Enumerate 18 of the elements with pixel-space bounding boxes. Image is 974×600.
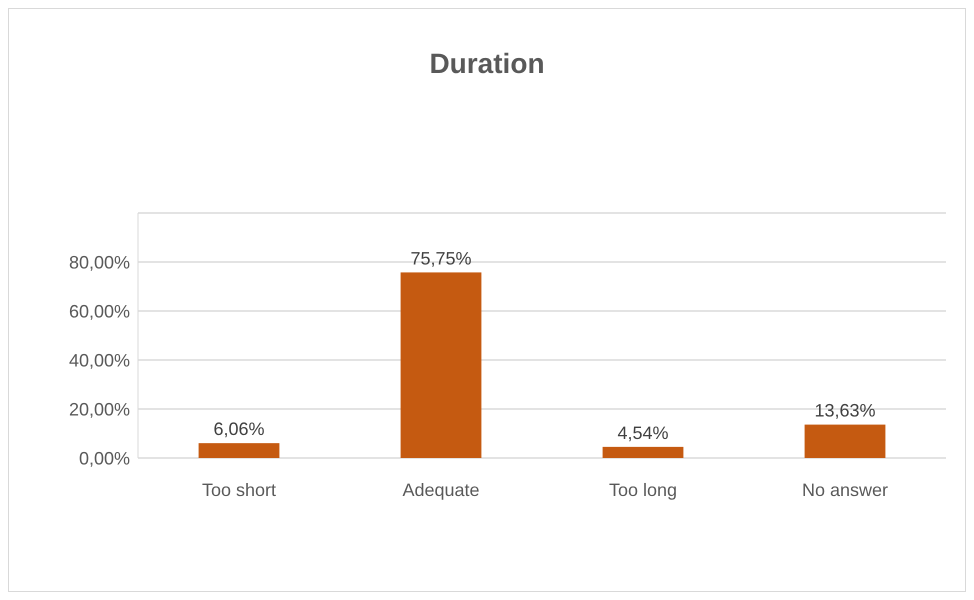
bar bbox=[198, 443, 280, 458]
data-label: 6,06% bbox=[213, 419, 265, 440]
x-tick-label: Too long bbox=[608, 480, 678, 500]
bar bbox=[400, 272, 482, 458]
y-tick-label: 40,00% bbox=[68, 350, 130, 370]
chart-title: Duration bbox=[429, 48, 545, 79]
x-tick-label: Too short bbox=[202, 480, 276, 500]
y-tick-label: 80,00% bbox=[68, 252, 130, 272]
bar bbox=[804, 424, 886, 458]
data-label: 4,54% bbox=[617, 422, 669, 443]
y-tick-label: 0,00% bbox=[78, 448, 130, 468]
data-label: 75,75% bbox=[410, 248, 472, 268]
y-tick-label: 60,00% bbox=[68, 301, 130, 322]
x-tick-label: No answer bbox=[802, 480, 888, 500]
x-tick-label: Adequate bbox=[402, 480, 480, 500]
y-tick-label: 20,00% bbox=[68, 399, 130, 420]
data-label: 13,63% bbox=[814, 400, 876, 421]
bar bbox=[602, 446, 684, 458]
